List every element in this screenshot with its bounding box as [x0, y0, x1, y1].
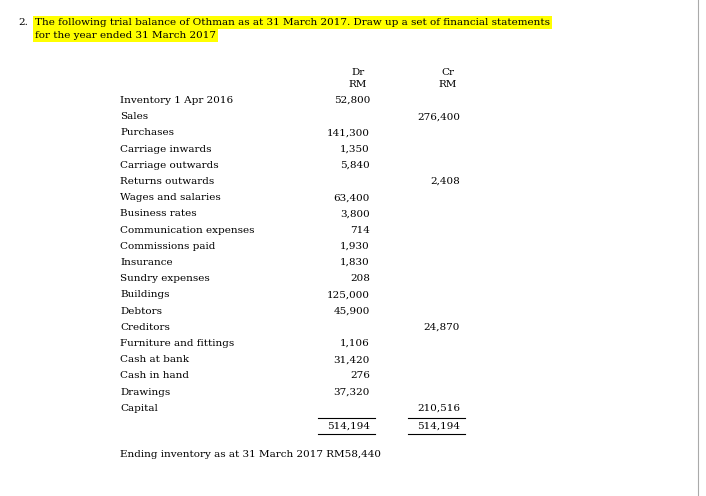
Text: 31,420: 31,420	[334, 355, 370, 364]
Text: RM: RM	[439, 80, 457, 89]
Text: Wages and salaries: Wages and salaries	[120, 193, 221, 202]
Text: 24,870: 24,870	[424, 323, 460, 332]
Text: for the year ended 31 March 2017: for the year ended 31 March 2017	[35, 31, 216, 40]
Text: 141,300: 141,300	[327, 128, 370, 137]
Text: 1,930: 1,930	[340, 242, 370, 251]
Text: Capital: Capital	[120, 404, 158, 413]
Text: Sales: Sales	[120, 112, 148, 121]
Text: Insurance: Insurance	[120, 258, 173, 267]
Text: Sundry expenses: Sundry expenses	[120, 274, 210, 283]
Text: Carriage inwards: Carriage inwards	[120, 145, 212, 154]
Text: 3,800: 3,800	[340, 209, 370, 218]
Text: Buildings: Buildings	[120, 290, 169, 300]
Text: 5,840: 5,840	[340, 161, 370, 170]
Text: Returns outwards: Returns outwards	[120, 177, 214, 186]
Text: Cr: Cr	[441, 68, 455, 77]
Text: Creditors: Creditors	[120, 323, 170, 332]
Text: 714: 714	[350, 226, 370, 235]
Text: RM: RM	[349, 80, 367, 89]
Text: Communication expenses: Communication expenses	[120, 226, 254, 235]
Text: The following trial balance of Othman as at 31 March 2017. Draw up a set of fina: The following trial balance of Othman as…	[35, 18, 550, 27]
Text: Cash at bank: Cash at bank	[120, 355, 189, 364]
Text: 514,194: 514,194	[327, 422, 370, 431]
Text: 37,320: 37,320	[334, 387, 370, 397]
Text: 1,830: 1,830	[340, 258, 370, 267]
Text: 1,350: 1,350	[340, 145, 370, 154]
Text: Furniture and fittings: Furniture and fittings	[120, 339, 234, 348]
Text: Ending inventory as at 31 March 2017 RM58,440: Ending inventory as at 31 March 2017 RM5…	[120, 450, 381, 459]
Text: Cash in hand: Cash in hand	[120, 372, 189, 380]
Text: 210,516: 210,516	[417, 404, 460, 413]
Text: 514,194: 514,194	[417, 422, 460, 431]
Text: Drawings: Drawings	[120, 387, 170, 397]
Text: 2,408: 2,408	[430, 177, 460, 186]
Text: 45,900: 45,900	[334, 307, 370, 315]
Text: 276,400: 276,400	[417, 112, 460, 121]
Text: Purchases: Purchases	[120, 128, 174, 137]
Text: 208: 208	[350, 274, 370, 283]
Text: 1,106: 1,106	[340, 339, 370, 348]
Text: Carriage outwards: Carriage outwards	[120, 161, 219, 170]
Text: Commissions paid: Commissions paid	[120, 242, 215, 251]
Text: Debtors: Debtors	[120, 307, 162, 315]
Text: Dr: Dr	[352, 68, 364, 77]
Text: 125,000: 125,000	[327, 290, 370, 300]
Text: Business rates: Business rates	[120, 209, 197, 218]
Text: 2.: 2.	[18, 18, 28, 27]
Text: 52,800: 52,800	[334, 96, 370, 105]
Text: 63,400: 63,400	[334, 193, 370, 202]
Text: 276: 276	[350, 372, 370, 380]
Text: Inventory 1 Apr 2016: Inventory 1 Apr 2016	[120, 96, 233, 105]
